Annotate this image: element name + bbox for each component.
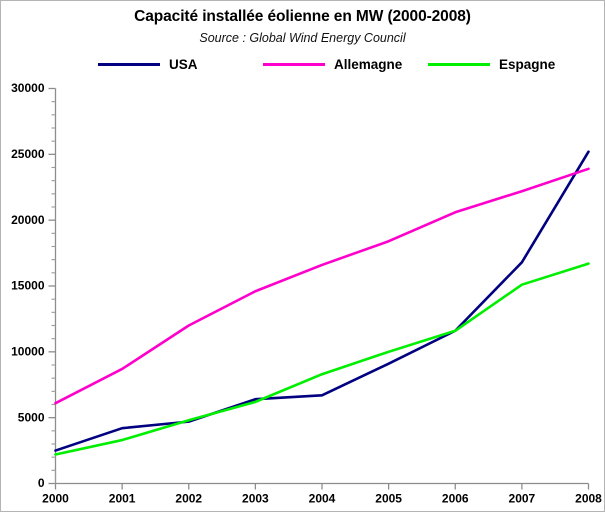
y-axis-tick-label: 5000 <box>18 410 45 424</box>
y-axis-tick-label: 0 <box>38 476 45 490</box>
legend-swatch-usa <box>98 62 160 66</box>
x-axis-tick-label: 2003 <box>242 492 269 506</box>
chart-legend: USA Allemagne Espagne <box>98 53 555 75</box>
page-title: Capacité installée éolienne en MW (2000-… <box>134 8 471 25</box>
series-line-espagne <box>54 262 590 456</box>
y-axis-tick-label: 10000 <box>11 345 45 359</box>
x-axis-tick-label: 2006 <box>442 492 469 506</box>
y-axis-tick-label: 20000 <box>11 213 45 227</box>
y-axis-tick-label: 30000 <box>11 81 45 95</box>
chart-subtitle: Source : Global Wind Energy Council <box>199 31 406 45</box>
x-axis-tick-label: 2007 <box>509 492 536 506</box>
legend-label-espagne: Espagne <box>499 56 556 72</box>
y-axis-tick-label: 25000 <box>11 147 45 161</box>
x-axis-tick-label: 2002 <box>175 492 202 506</box>
legend-swatch-espagne <box>428 62 490 66</box>
x-axis-tick-label: 2005 <box>375 492 402 506</box>
legend-item-espagne[interactable]: Espagne <box>428 53 555 75</box>
legend-item-usa[interactable]: USA <box>98 53 198 75</box>
x-axis-tick-label: 2001 <box>109 492 136 506</box>
legend-item-allemagne[interactable]: Allemagne <box>263 53 402 75</box>
x-axis-tick-label: 2000 <box>42 492 69 506</box>
y-axis-tick-label: 15000 <box>11 279 45 293</box>
legend-label-usa: USA <box>169 56 198 72</box>
legend-label-allemagne: Allemagne <box>334 56 403 72</box>
series-line-usa <box>54 150 590 452</box>
series-line-allemagne <box>54 167 590 405</box>
legend-swatch-allemagne <box>263 62 325 66</box>
x-axis-tick-label: 2008 <box>575 492 602 506</box>
x-axis-tick-label: 2004 <box>309 492 336 506</box>
